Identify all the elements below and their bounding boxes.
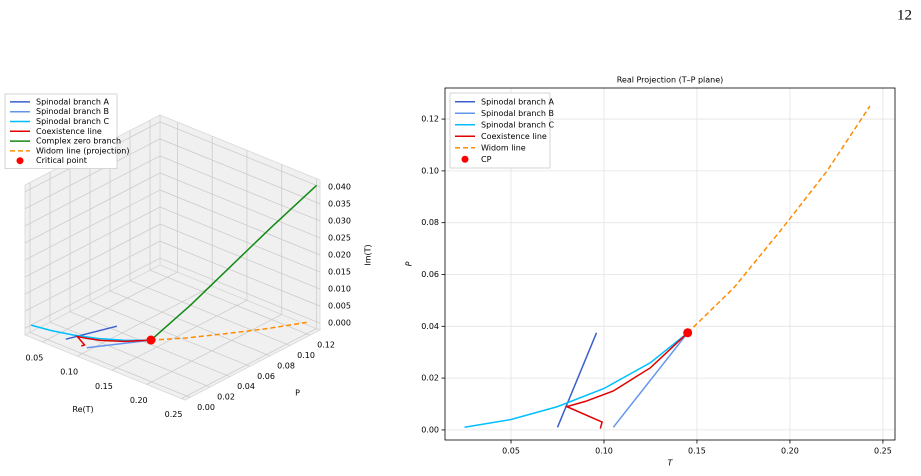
x-tick-label: 0.05 xyxy=(25,354,43,363)
grid-line xyxy=(159,240,321,307)
grid-line xyxy=(24,138,161,210)
z-tick-label: 0.015 xyxy=(328,268,351,277)
critical-point xyxy=(683,328,693,338)
z-tick-label: 0.000 xyxy=(328,319,351,328)
y-axis-label: P xyxy=(295,389,300,398)
series-line xyxy=(30,324,152,342)
grid-line xyxy=(159,172,321,239)
x-tick-label: 0.15 xyxy=(688,447,706,456)
legend-label: Spinodal branch B xyxy=(481,109,554,118)
z-tick-label: 0.020 xyxy=(328,251,351,260)
z-tick-label: 0.025 xyxy=(328,233,351,242)
y-tick-label: 0.04 xyxy=(237,382,255,391)
x-tick-label: 0.10 xyxy=(595,447,613,456)
grid-line xyxy=(109,290,271,357)
y-tick-label: 0.12 xyxy=(317,341,335,350)
y-tick-label: 0.06 xyxy=(421,270,439,279)
legend-marker xyxy=(461,155,469,163)
grid-line xyxy=(24,206,161,278)
legend-label: Spinodal branch A xyxy=(36,97,109,106)
y-tick-label: 0.08 xyxy=(421,218,439,227)
y-tick-label: 0.00 xyxy=(197,403,215,412)
grid-line xyxy=(159,189,321,256)
z-tick-label: 0.030 xyxy=(328,216,351,225)
z-tick-label: 0.035 xyxy=(328,199,351,208)
grid-line xyxy=(159,121,321,188)
series-line xyxy=(65,325,118,340)
y-tick-label: 0.00 xyxy=(421,425,439,434)
grid-line xyxy=(146,314,282,385)
chart-title: Real Projection (T–P plane) xyxy=(617,76,724,85)
y-tick-label: 0.10 xyxy=(297,351,315,360)
series-line xyxy=(86,339,152,349)
y-tick-label: 0.08 xyxy=(277,361,295,370)
x-tick-label: 0.20 xyxy=(130,396,148,405)
series-line xyxy=(612,332,689,428)
critical-point xyxy=(146,335,156,345)
x-tick-label: 0.25 xyxy=(165,410,183,419)
grid-line xyxy=(89,300,251,367)
grid-line xyxy=(24,223,161,295)
legend-label: Spinodal branch C xyxy=(36,117,109,126)
y-tick-label: 0.04 xyxy=(421,322,439,331)
y-tick-label: 0.02 xyxy=(421,374,439,383)
grid-line xyxy=(159,138,321,205)
grid-line xyxy=(29,332,191,398)
grid-line xyxy=(49,321,211,388)
x-tick-label: 0.15 xyxy=(95,382,113,391)
legend-label: CP xyxy=(481,155,492,164)
x-tick-label: 0.20 xyxy=(781,447,799,456)
x-tick-label: 0.25 xyxy=(874,447,892,456)
y-tick-label: 0.02 xyxy=(217,393,235,402)
grid-line xyxy=(24,189,161,261)
series-line xyxy=(464,332,689,429)
legend-label: Widom line xyxy=(481,143,526,152)
x-axis-label: Re(T) xyxy=(72,405,93,414)
y-tick-label: 0.12 xyxy=(421,115,439,124)
x-tick-label: 0.10 xyxy=(60,368,78,377)
y-axis-label: P xyxy=(405,261,414,266)
grid-line xyxy=(111,300,248,371)
legend-marker xyxy=(16,157,24,165)
grid-line xyxy=(24,172,161,244)
y-tick-label: 0.10 xyxy=(421,166,439,175)
x-tick-label: 0.05 xyxy=(502,447,520,456)
grid-line xyxy=(24,240,161,312)
grid-line xyxy=(77,285,213,357)
grid-line xyxy=(159,257,321,324)
legend-label: Coexistence line xyxy=(36,127,102,136)
grid-line xyxy=(159,206,321,273)
legend-label: Critical point xyxy=(36,156,87,165)
z-axis-label: Im(T) xyxy=(364,244,373,265)
grid-line xyxy=(149,269,311,336)
legend-label: Complex zero branch xyxy=(36,137,121,146)
series-line xyxy=(687,105,871,334)
legend-label: Widom line (projection) xyxy=(36,146,129,155)
page-number: 12 xyxy=(897,7,912,23)
legend-label: Spinodal branch A xyxy=(481,97,554,106)
series-line xyxy=(75,335,152,347)
grid-line xyxy=(42,271,178,343)
legend-label: Coexistence line xyxy=(481,132,547,141)
series-line xyxy=(564,332,689,429)
series-line xyxy=(150,184,318,341)
z-tick-label: 0.040 xyxy=(328,182,351,191)
legend-label: Spinodal branch B xyxy=(36,107,109,116)
grid-line xyxy=(181,328,317,399)
series-line xyxy=(556,332,598,428)
grid-line xyxy=(129,280,291,346)
z-tick-label: 0.005 xyxy=(328,302,351,311)
legend-label: Spinodal branch C xyxy=(481,120,554,129)
grid-line xyxy=(24,155,161,227)
legend-box xyxy=(449,92,551,169)
grid-line xyxy=(159,155,321,222)
plot-frame xyxy=(444,87,896,441)
z-tick-label: 0.010 xyxy=(328,285,351,294)
grid-line xyxy=(24,257,161,329)
series-line xyxy=(150,321,307,341)
y-tick-label: 0.06 xyxy=(257,372,275,381)
x-axis-label: T xyxy=(668,459,674,468)
